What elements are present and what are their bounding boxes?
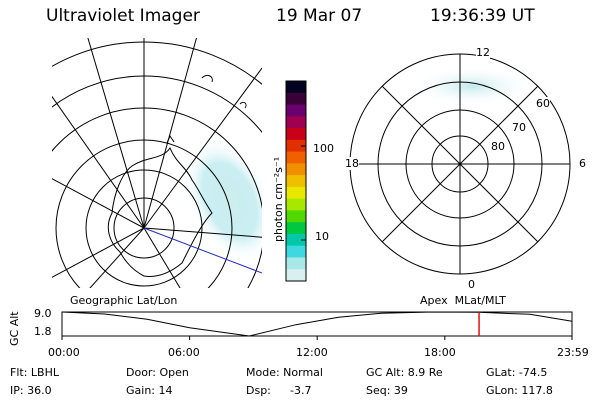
mlt-label-18: 18 (345, 157, 359, 170)
ip-info: IP: 36.0 (10, 384, 52, 397)
left-map-caption: Geographic Lat/Lon (70, 294, 178, 307)
mlt-label-0: 0 (468, 278, 475, 291)
door-info: Door: Open (126, 366, 189, 379)
colorbar-segment (286, 175, 306, 188)
time-label: 19:36:39 UT (430, 6, 535, 26)
altitude-tick-high: 9.0 (34, 307, 52, 320)
altitude-series-line (61, 311, 573, 337)
colorbar-tick-10: 10 (315, 230, 329, 243)
colorbar-segment (286, 104, 306, 117)
colorbar-segment (286, 233, 306, 247)
mlat-label-60: 60 (536, 97, 550, 110)
seq-info: Seq: 39 (366, 384, 408, 397)
colorbar-segment (286, 139, 306, 153)
filter-info: Flt: LBHL (10, 366, 59, 379)
time-tick-0000: 00:00 (48, 346, 80, 359)
altitude-tick-low: 1.8 (34, 325, 52, 338)
mlt-label-12: 12 (476, 46, 490, 59)
colorbar-tick-100: 100 (313, 142, 334, 155)
time-tick-1200: 12:00 (296, 346, 328, 359)
colorbar (285, 80, 307, 282)
colorbar-segment (286, 81, 306, 94)
right-map-caption: Apex MLat/MLT (420, 294, 506, 307)
aurora-glow (184, 137, 262, 263)
glon-info: GLon: 117.8 (486, 384, 553, 397)
colorbar-segment (286, 163, 306, 176)
colorbar-segment (286, 257, 306, 270)
time-tick-2359: 23:59 (557, 346, 589, 359)
aurora-oval (410, 66, 534, 106)
colorbar-frame (285, 80, 307, 282)
colorbar-segment (286, 186, 306, 200)
colorbar-segment (286, 222, 306, 235)
antarctica-coastline (107, 146, 213, 277)
time-tick-1800: 18:00 (424, 346, 456, 359)
altitude-plot-frame (61, 311, 573, 337)
app-title: Ultraviolet Imager (46, 6, 200, 26)
colorbar-segment (286, 151, 306, 164)
colorbar-segment (286, 198, 306, 212)
gain-info: Gain: 14 (126, 384, 173, 397)
magnetic-polar-plot (349, 53, 571, 275)
date-label: 19 Mar 07 (276, 6, 363, 26)
colorbar-segment (286, 245, 306, 259)
glat-info: GLat: -74.5 (486, 366, 548, 379)
colorbar-segment (286, 210, 306, 223)
colorbar-segment (286, 116, 306, 129)
geographic-map (52, 38, 262, 288)
time-tick-0600: 06:00 (168, 346, 200, 359)
dsp-label: Dsp: (246, 384, 271, 397)
mlat-label-70: 70 (512, 121, 526, 134)
mode-info: Mode: Normal (246, 366, 323, 379)
colorbar-segment (286, 92, 306, 106)
gc-alt-info: GC Alt: 8.9 Re (366, 366, 443, 379)
colorbar-segment (286, 128, 306, 141)
dsp-value: -3.7 (290, 384, 312, 397)
mlt-label-6: 6 (579, 157, 586, 170)
colorbar-segment (286, 269, 306, 282)
mlat-label-80: 80 (491, 140, 505, 153)
